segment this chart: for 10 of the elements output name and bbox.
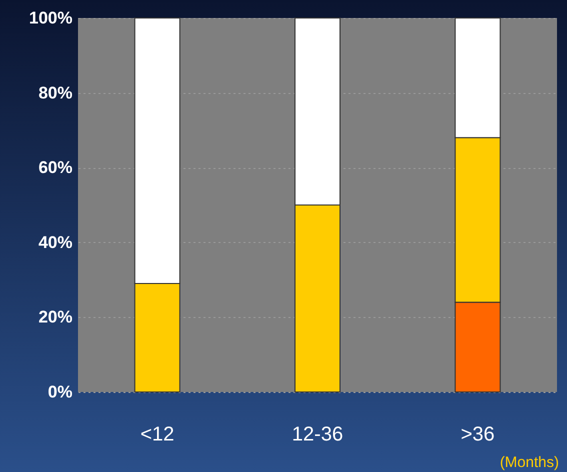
y-tick-label: 80% xyxy=(38,83,72,102)
text: (Months) xyxy=(500,454,559,471)
y-tick-label: 40% xyxy=(38,232,72,252)
y-tick-label: 100% xyxy=(29,8,72,28)
y-tick-label: 0% xyxy=(48,382,72,402)
x-tick-label: <12 xyxy=(140,424,174,446)
y-tick-label: 20% xyxy=(38,308,72,327)
x-tick-label: 12-36 xyxy=(292,424,344,446)
y-tick-label: 60% xyxy=(38,158,72,178)
x-tick-label: >36 xyxy=(460,424,495,446)
